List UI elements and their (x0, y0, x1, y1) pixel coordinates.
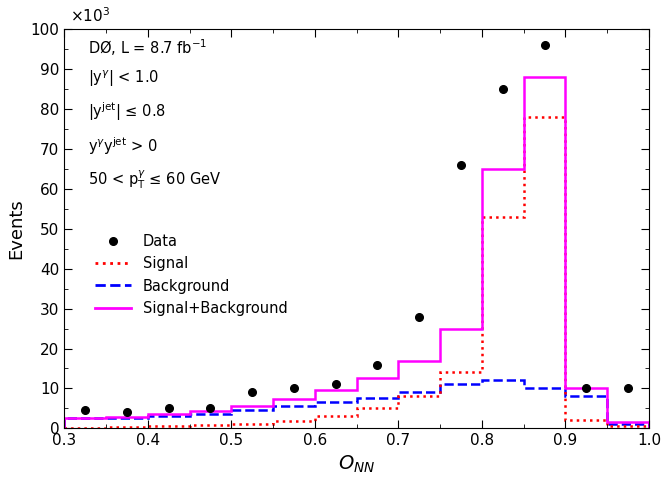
Legend: Data, Signal, Background, Signal+Background: Data, Signal, Background, Signal+Backgro… (89, 228, 294, 321)
Text: $\times 10^3$: $\times 10^3$ (70, 7, 110, 26)
Text: DØ, L = 8.7 fb$^{-1}$
|y$^{\gamma}$| < 1.0
|y$^{\mathrm{jet}}$| ≤ 0.8
y$^{\gamma: DØ, L = 8.7 fb$^{-1}$ |y$^{\gamma}$| < 1… (88, 37, 221, 190)
Y-axis label: Events: Events (7, 199, 25, 259)
X-axis label: $O_{NN}$: $O_{NN}$ (338, 454, 375, 475)
